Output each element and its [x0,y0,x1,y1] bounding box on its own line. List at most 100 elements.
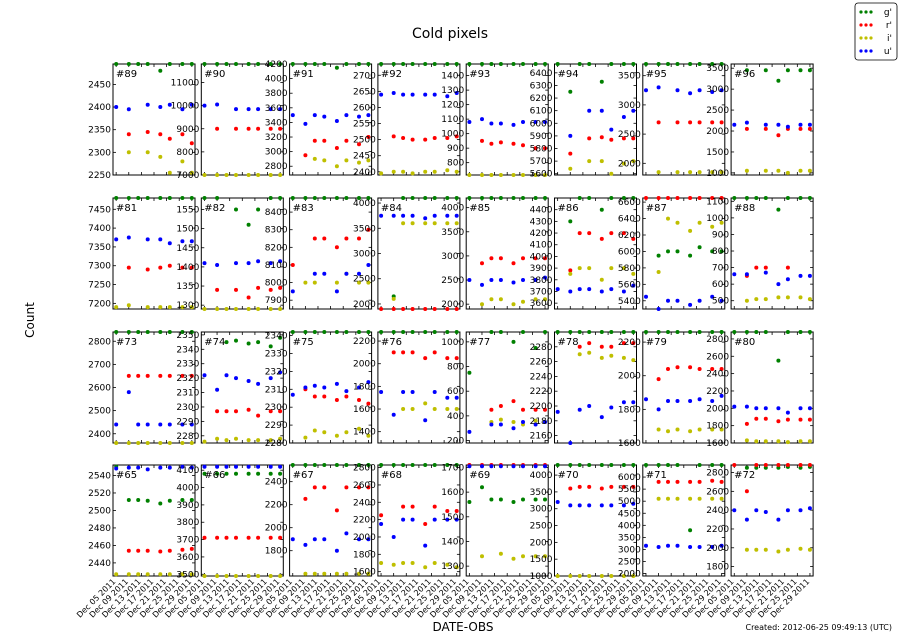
data-point [357,537,361,542]
panel-label: #93 [469,69,490,80]
data-point [357,114,361,119]
data-point [807,439,812,444]
y-tick-label: 1600 [353,568,376,578]
y-tick-label: 3400 [265,118,288,128]
data-point [776,406,781,411]
data-point [256,107,261,112]
data-point [445,168,450,173]
data-point [555,500,560,504]
data-point [366,227,371,232]
data-point [379,561,384,565]
data-point [675,298,680,303]
data-point [798,439,803,444]
data-point [268,261,273,266]
data-point [587,463,592,467]
data-point [136,196,141,200]
data-point [785,547,790,552]
data-point [234,409,238,414]
data-point [489,497,494,502]
data-point [322,236,327,241]
data-point [744,421,749,426]
y-tick-label: 2330 [265,349,288,359]
y-tick-label: 2200 [530,402,553,412]
data-point [511,500,516,504]
y-tick-label: 2200 [353,516,376,526]
data-point [807,297,812,302]
data-point [621,115,626,119]
data-point [290,330,295,334]
data-point [631,463,636,467]
data-point [498,497,503,502]
data-point [126,62,131,66]
data-point [609,266,614,271]
data-point [609,62,614,66]
data-point [423,543,428,548]
y-tick-label: 2180 [530,417,553,427]
panel-label: #87 [646,203,667,214]
data-point [114,237,119,242]
y-tick-label: 2400 [88,103,111,113]
data-point [807,330,812,334]
data-point [621,266,626,271]
data-point [489,330,494,334]
data-point [167,136,172,141]
data-point [533,407,538,412]
data-point [410,390,415,394]
data-point [744,272,749,277]
data-point [688,399,693,403]
data-point [675,196,680,200]
panel-label: #76 [381,337,402,348]
y-tick-label: 2320 [176,374,199,384]
data-point [688,62,693,66]
data-point [656,170,661,175]
data-point [754,196,759,200]
data-point [568,289,573,294]
y-tick-label: 2000 [353,300,376,310]
y-tick-label: 800 [447,363,464,373]
data-point [432,561,437,565]
data-point [656,253,661,258]
data-point [180,330,185,334]
data-point [357,196,361,200]
y-tick-label: 2300 [88,148,111,158]
data-point [533,297,538,302]
y-tick-label: 4100 [530,241,553,251]
data-point [126,441,131,445]
panel-label: #84 [381,203,402,214]
data-point [609,353,614,358]
data-point [675,62,680,66]
data-point [763,126,768,131]
data-point [410,171,415,176]
data-point [145,305,150,310]
y-tick-label: 4000 [530,471,553,481]
data-point [776,78,781,83]
data-point [785,265,790,270]
data-point [555,330,560,334]
data-point [246,535,251,540]
data-point [543,173,547,177]
y-tick-label: 2330 [176,360,199,370]
data-point [202,574,207,578]
data-point [145,498,150,503]
data-point [568,133,573,138]
y-tick-label: 2400 [706,506,729,516]
data-point [621,330,626,334]
data-point [189,572,194,577]
data-point [246,471,251,476]
data-point [180,441,185,445]
data-point [410,213,415,218]
data-point [710,294,715,299]
data-point [401,407,406,411]
data-point [268,409,273,414]
y-tick-label: 1350 [176,282,199,292]
y-tick-label: 1100 [441,115,464,125]
data-point [599,503,604,508]
data-point [480,282,484,287]
data-point [401,92,406,97]
data-point [666,62,670,66]
data-point [312,113,317,118]
data-point [489,464,494,469]
y-tick-label: 1400 [353,428,376,438]
panel-label: #66 [204,470,225,481]
data-point [666,249,670,254]
